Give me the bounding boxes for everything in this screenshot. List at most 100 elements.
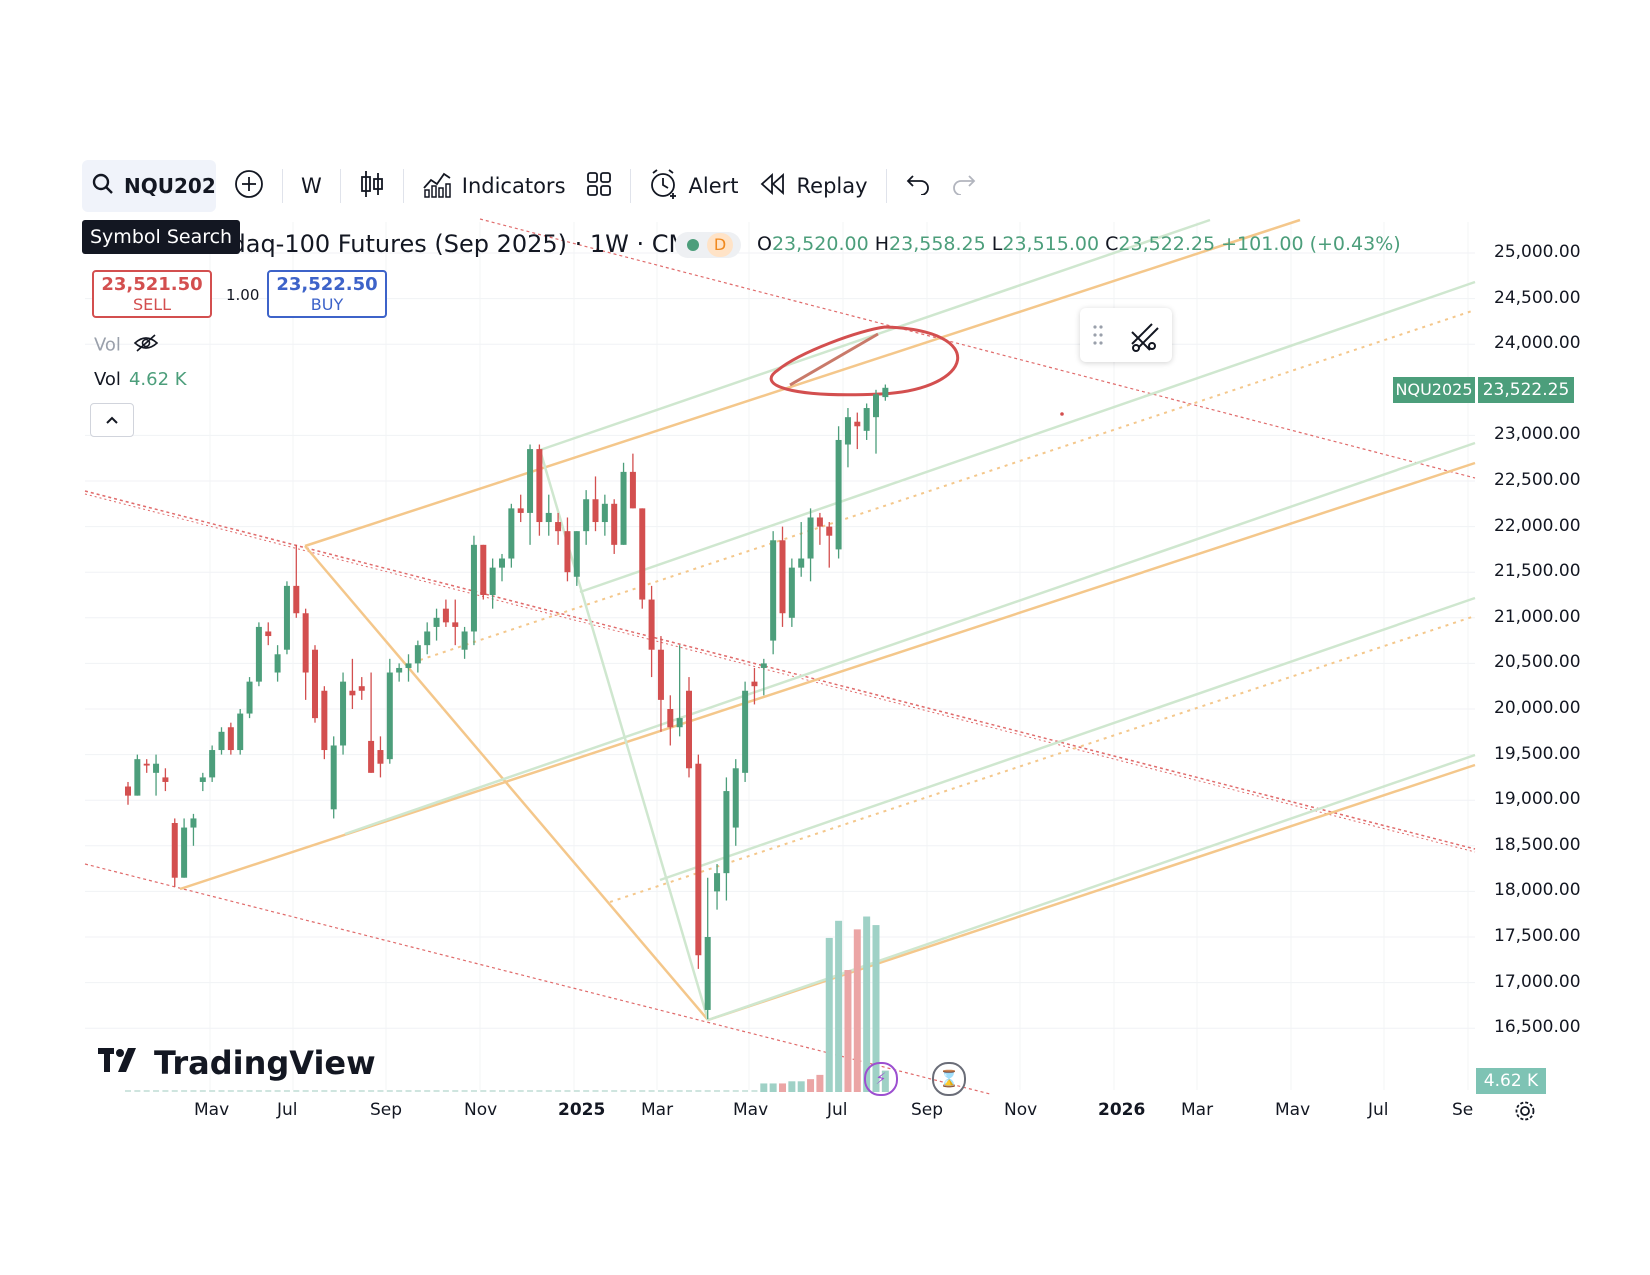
volume-bar [676,1090,683,1092]
volume-bar [779,1083,786,1092]
volume-bar [601,1090,608,1092]
pitchfork-green-2 [579,280,1476,594]
volume-bar [218,1090,225,1092]
candle-body [461,631,468,650]
sell-button[interactable]: 23,521.50 SELL [92,270,212,318]
candle-body [125,786,131,796]
volume-bar [545,1090,552,1092]
candles-icon [359,169,385,204]
session-timer-button[interactable]: ⌛ [932,1062,966,1096]
time-axis-label: Mar [641,1100,674,1120]
symbol-search-button[interactable]: NQU2025 [82,160,216,212]
candle-body [171,823,178,878]
volume-bar [190,1090,197,1092]
axis-settings-button[interactable] [1514,1100,1536,1126]
buy-button[interactable]: 23,522.50 BUY [267,270,387,318]
volume-bar [153,1090,160,1092]
candle-body [583,499,590,532]
volume-bar [629,1090,636,1092]
time-axis-label: Jul [1368,1100,1389,1120]
volume-bar [470,1090,477,1092]
volume-bar [667,1090,674,1092]
tv-logo-icon [98,1044,144,1082]
candle-body [293,585,300,614]
undo-button[interactable] [895,158,941,214]
series-title[interactable]: sdaq-100 Futures (Sep 2025) · 1W · CME [218,230,705,258]
collapse-legend-button[interactable] [90,403,134,437]
trendline-dotted-red-mid2 [84,493,1476,853]
candle-body [788,567,795,618]
highlight-ellipse [769,325,960,397]
candle [844,408,851,468]
volume-bar [797,1081,805,1092]
candle [536,444,543,536]
candle-body [826,526,833,536]
volume-bar [555,1090,562,1092]
replay-button[interactable]: Replay [749,158,878,214]
candle-body [442,608,449,623]
candle [863,403,870,440]
volume-bar [508,1090,515,1092]
alert-button[interactable]: Alert [639,158,749,214]
volume-bar [368,1090,375,1092]
price-axis-label: 21,000.00 [1494,606,1581,627]
volume-bar [340,1090,347,1092]
volume-bar [863,916,871,1092]
candle-body [143,763,150,766]
time-axis-label: Se [1452,1100,1474,1120]
time-axis-label: Sep [911,1100,944,1120]
candle-body [536,449,543,523]
candle [433,608,440,641]
drawing-floating-toolbar[interactable] [1080,308,1172,362]
toolbar-divider [885,169,887,203]
toolbar-divider [629,169,631,203]
market-status-badge[interactable]: D [675,232,741,258]
drag-handle-icon[interactable] [1092,324,1104,350]
candle [162,768,169,792]
pitchfork-orange-handle [304,545,709,1021]
candle-body [508,508,515,559]
marker-dot [1060,412,1064,416]
volume-bar [536,1090,543,1092]
indicators-button[interactable]: Indicators [412,158,576,214]
candle-body [377,750,384,764]
close-value: 23,522.25 [1118,233,1216,255]
candle [676,645,683,737]
candle [686,677,692,778]
price-axis-label: 22,500.00 [1494,470,1581,490]
chart-type-button[interactable] [349,158,395,214]
pitchfork-orange-1 [304,218,1301,548]
time-axis-label: 2025 [558,1100,606,1120]
tradingview-logo[interactable]: TradingView [98,1044,376,1082]
candle [545,494,552,536]
hidden-volume-legend[interactable]: Vol [94,333,159,358]
candle-body [629,471,636,509]
volume-bar [499,1090,505,1092]
candle [760,658,767,696]
price-axis-label: 21,500.00 [1494,561,1581,582]
candle-body [153,763,160,773]
time-axis-label: 2026 [1098,1100,1146,1120]
volume-bar [732,1090,739,1092]
price-axis-label: 17,000.00 [1494,971,1581,992]
volume-bar [162,1090,169,1092]
interval-button[interactable]: W [291,158,332,214]
compare-button[interactable] [224,158,274,214]
trend-tool-icon[interactable] [1128,318,1164,358]
volume-bar [237,1090,244,1092]
volume-legend[interactable]: Vol 4.62 K [94,369,187,390]
volume-bar [788,1081,796,1092]
volume-bar [639,1090,646,1092]
candle-body [807,517,814,559]
close-label: C [1105,233,1119,255]
realtime-button[interactable]: ⚡ [864,1062,898,1096]
eye-off-icon[interactable] [133,334,159,358]
volume-bar [171,1090,178,1092]
volume-bar [760,1083,768,1092]
candle [517,494,524,523]
redo-button[interactable] [941,158,987,214]
price-axis-label: 19,500.00 [1494,743,1581,764]
volume-bar [199,1090,206,1092]
layouts-button[interactable] [576,158,622,214]
